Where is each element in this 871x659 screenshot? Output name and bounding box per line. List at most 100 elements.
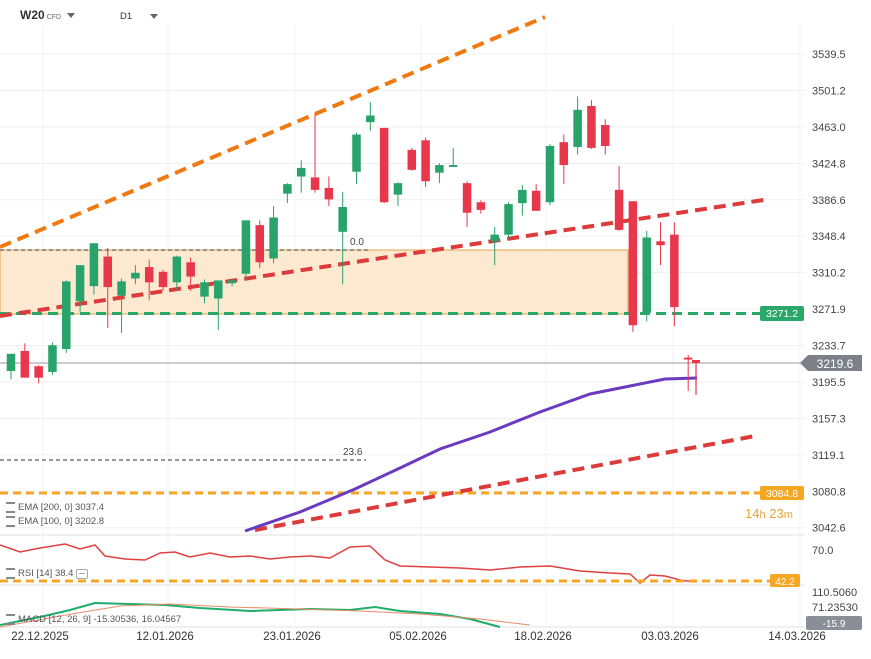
- candle-body: [227, 280, 237, 284]
- trendline-lower: [254, 434, 756, 532]
- candle-body: [601, 125, 610, 146]
- list-icon: [6, 568, 15, 579]
- candle-body: [144, 267, 154, 283]
- candle-body: [172, 256, 182, 283]
- candle-body: [683, 357, 693, 360]
- ema200-label: EMA [200, 0] 3037.4: [18, 502, 105, 514]
- candle-body: [310, 177, 320, 190]
- badge-text: 3084.8: [766, 488, 798, 500]
- candle-body: [200, 282, 209, 297]
- candle-body: [379, 127, 389, 203]
- candle-body: [504, 204, 513, 235]
- y-tick-label: 3157.3: [812, 413, 846, 425]
- fib-label-0: 0.0: [350, 237, 364, 248]
- y-tick-label: 3348.4: [812, 231, 846, 243]
- x-tick-label: 14.03.2026: [768, 631, 826, 643]
- y-tick-label: 3195.5: [812, 377, 846, 389]
- badge-text: 3271.2: [766, 308, 798, 320]
- trendline-middle: [0, 197, 771, 318]
- ema100-label: EMA [100, 0] 3202.8: [18, 516, 105, 528]
- list-icon: [6, 516, 15, 527]
- timer-m-unit: m: [783, 509, 793, 521]
- price-badge-green: [760, 306, 804, 321]
- candle-body: [545, 145, 555, 203]
- rsi-label: RSI [14] 38.4: [18, 568, 74, 580]
- candle-body: [407, 149, 417, 170]
- candle-body: [587, 105, 596, 148]
- ema200-legend[interactable]: EMA [200, 0] 3037.4: [6, 502, 104, 513]
- candle-body: [296, 167, 306, 177]
- candle-body: [34, 366, 43, 378]
- candle-body: [117, 281, 126, 296]
- y-tick-label: 3386.6: [812, 195, 846, 207]
- candle-body: [352, 134, 361, 172]
- rsi-axis-label: 70.0: [812, 545, 833, 557]
- candle-body: [269, 217, 278, 259]
- candle-body: [393, 183, 403, 195]
- candle-body: [255, 225, 265, 263]
- timeframe-label: D1: [120, 11, 133, 22]
- y-tick-label: 3310.2: [812, 268, 846, 280]
- macd-legend[interactable]: MACD [12, 26, 9] -15.30536, 16.04567: [6, 614, 181, 625]
- timeframe-selector[interactable]: D1: [120, 11, 159, 22]
- macd-axis-label: 110.5060: [812, 587, 857, 599]
- candle-body: [448, 165, 458, 167]
- candle-body: [158, 271, 168, 288]
- candle-body: [421, 140, 430, 182]
- macd-axis-label: 71.23530: [812, 602, 858, 614]
- y-tick-label: 3042.6: [812, 523, 846, 535]
- timer-minutes: 23: [769, 506, 784, 521]
- candle-body: [131, 272, 140, 279]
- list-icon: [6, 502, 15, 513]
- candle-body: [103, 256, 112, 288]
- candle-body: [241, 220, 251, 274]
- list-icon: [6, 614, 15, 625]
- macd-label: MACD [12, 26, 9] -15.30536, 16.04567: [18, 614, 182, 626]
- macd-badge-bg: [806, 616, 862, 630]
- y-tick-label: 3501.2: [812, 86, 846, 98]
- candle-body: [518, 189, 527, 204]
- last-price-badge-bg: [800, 355, 862, 371]
- badge-bg: [760, 306, 804, 321]
- candle-body: [338, 207, 347, 232]
- candle-body: [214, 280, 223, 299]
- candle-body: [6, 353, 16, 371]
- chevron-down-icon: [150, 13, 159, 19]
- timer-hours: 14: [745, 506, 760, 521]
- candle-body: [435, 165, 444, 173]
- macd-badge-text: -15.9: [823, 619, 846, 630]
- price-badge-orange: [760, 486, 804, 500]
- candle-countdown: 14h 23m: [745, 506, 793, 521]
- y-tick-label: 3119.1: [812, 450, 845, 462]
- candle-body: [62, 281, 71, 350]
- rsi-line: [0, 543, 696, 584]
- y-tick-label: 3463.0: [812, 122, 846, 134]
- symbol-name: W20: [20, 8, 45, 22]
- candle-body: [186, 262, 195, 277]
- candle-body: [366, 115, 375, 123]
- candle-body: [283, 184, 292, 194]
- ema100-legend[interactable]: EMA [100, 0] 3202.8: [6, 516, 104, 527]
- symbol-selector[interactable]: W20 CFD: [20, 8, 76, 22]
- candle-body: [490, 234, 499, 242]
- candle-body: [670, 234, 679, 308]
- x-tick-label: 12.01.2026: [136, 631, 194, 643]
- instrument-type: CFD: [46, 14, 62, 21]
- y-tick-label: 3424.8: [812, 158, 846, 170]
- trendline-upper: [0, 15, 546, 249]
- macd-line: [0, 601, 501, 628]
- candle-body: [48, 345, 57, 372]
- x-tick-label: 05.02.2026: [389, 631, 447, 643]
- y-tick-label: 3080.8: [812, 486, 846, 498]
- candle-body: [642, 237, 651, 313]
- y-tick-label: 3233.7: [812, 341, 846, 353]
- candle-body: [559, 142, 569, 166]
- candle-body: [656, 241, 665, 246]
- rsi-legend[interactable]: RSI [14] 38.4: [6, 568, 89, 580]
- ema-line: [244, 376, 698, 533]
- candle-body: [89, 243, 99, 287]
- collapse-icon[interactable]: [76, 568, 89, 579]
- chevron-down-icon: [67, 13, 76, 19]
- timer-h-unit: h: [759, 509, 766, 521]
